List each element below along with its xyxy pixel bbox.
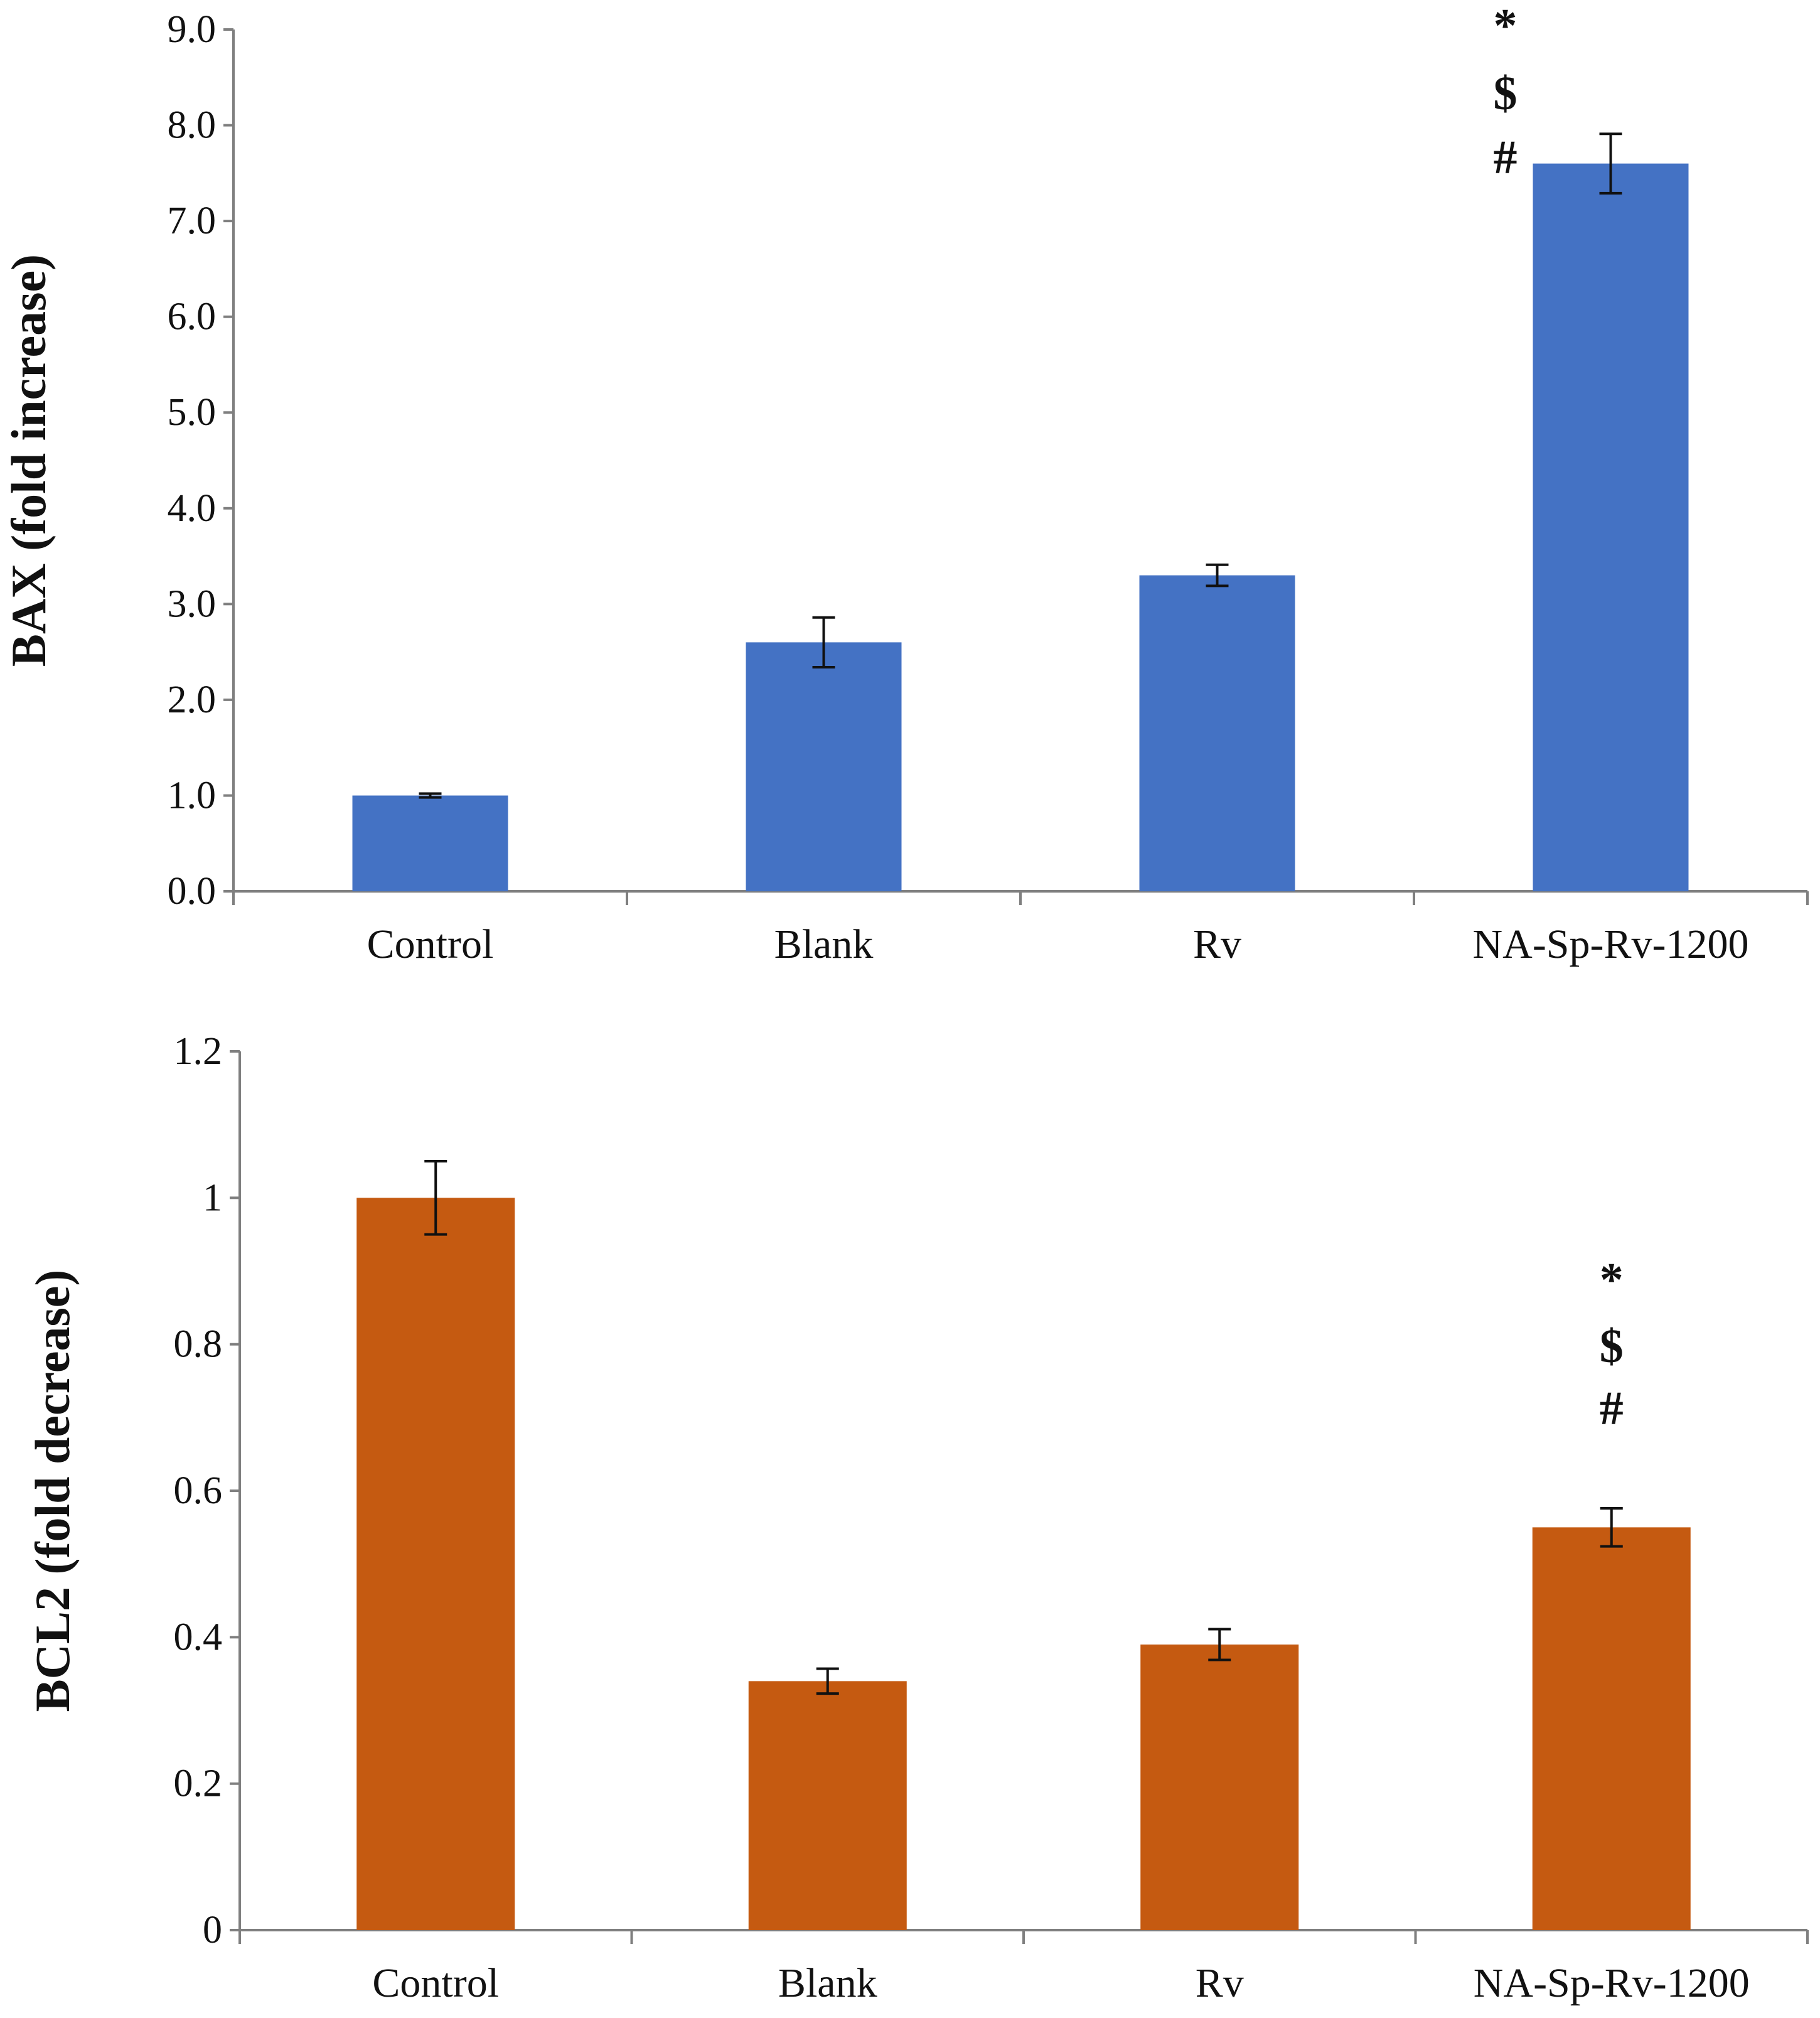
bax-y-tick-label: 7.0 xyxy=(168,200,217,242)
bax-significance-symbol: $ xyxy=(1494,67,1518,120)
bax-y-axis-title: BAX (fold increase) xyxy=(1,254,56,667)
bax-y-tick-label: 4.0 xyxy=(168,487,217,530)
bcl2-category-label: Blank xyxy=(778,1960,877,2006)
bax-significance-symbol: # xyxy=(1494,131,1518,184)
bcl2-y-tick-label: 0 xyxy=(203,1909,222,1951)
bax-bar xyxy=(1139,575,1295,891)
bax-category-label: Blank xyxy=(774,921,874,967)
bcl2-bar xyxy=(748,1681,907,1930)
bax-chart: 0.0 1.0 2.0 3.0 4.0 5.0 6.0 7.0 8.0 9.0 Control Bla… xyxy=(1,0,1809,967)
bcl2-significance-symbol: # xyxy=(1600,1382,1624,1435)
bcl2-chart: 0 0.2 0.4 0.6 0.8 1 1.2 Control Blank Rv NA-Sp-Rv-… xyxy=(25,1030,1809,2006)
bax-bar xyxy=(746,642,902,891)
bax-y-tick-label: 3.0 xyxy=(168,582,217,625)
bax-significance-symbol: * xyxy=(1494,0,1518,52)
bcl2-bar xyxy=(356,1198,515,1930)
bcl2-significance-symbol: $ xyxy=(1600,1320,1624,1373)
bcl2-y-axis-title: BCL2 (fold decrease) xyxy=(25,1270,80,1712)
bcl2-y-tick-label: 0.6 xyxy=(174,1469,223,1512)
bcl2-bar xyxy=(1532,1527,1691,1930)
bcl2-y-tick-label: 0.8 xyxy=(174,1323,223,1366)
bax-y-tick-label: 5.0 xyxy=(168,391,217,434)
bax-category-label: Control xyxy=(367,921,494,967)
bcl2-y-tick-label: 0.4 xyxy=(174,1616,223,1658)
bcl2-y-tick-label: 1 xyxy=(203,1176,222,1219)
bax-y-tick-label: 9.0 xyxy=(168,8,217,51)
bcl2-significance-symbol: * xyxy=(1600,1253,1624,1306)
bax-bar xyxy=(1533,163,1689,892)
bax-y-tick-label: 6.0 xyxy=(168,296,217,338)
bax-y-tick-label: 1.0 xyxy=(168,774,217,817)
bax-category-label: Rv xyxy=(1193,921,1241,967)
bax-y-tick-label: 2.0 xyxy=(168,679,217,721)
bcl2-category-label: Control xyxy=(372,1960,499,2006)
bax-category-label: NA-Sp-Rv-1200 xyxy=(1473,921,1749,967)
bcl2-category-label: NA-Sp-Rv-1200 xyxy=(1474,1960,1750,2006)
bcl2-category-label: Rv xyxy=(1196,1960,1244,2006)
bax-bar xyxy=(352,795,508,891)
bax-y-tick-label: 0.0 xyxy=(168,870,217,913)
bcl2-y-tick-label: 1.2 xyxy=(174,1030,223,1073)
bcl2-bar xyxy=(1140,1645,1299,1930)
bcl2-y-tick-label: 0.2 xyxy=(174,1763,223,1805)
bax-y-tick-label: 8.0 xyxy=(168,104,217,147)
